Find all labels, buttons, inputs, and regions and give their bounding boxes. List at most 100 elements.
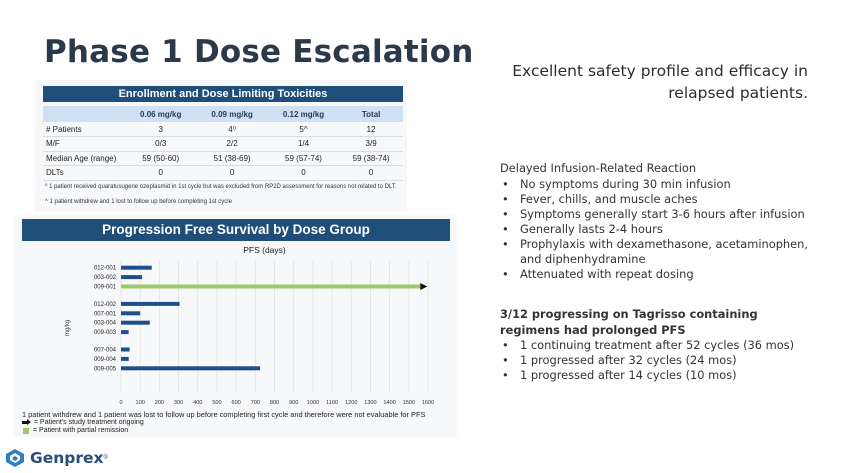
logo-text: Genprex xyxy=(30,449,104,467)
pfs-bar xyxy=(121,347,130,352)
table-cell: 0 xyxy=(267,165,340,181)
tagrisso-section: 3/12 progressing on Tagrisso containing … xyxy=(500,306,810,383)
enrollment-footnote: ^ 1 patient withdrew and 1 lost to follo… xyxy=(45,199,232,205)
table-cell: 4⁰ xyxy=(196,122,268,137)
x-tick-label: 600 xyxy=(231,400,240,406)
row-label: Median Age (range) xyxy=(43,151,125,166)
patient-label: 009-005 xyxy=(94,366,117,372)
patient-label: 003-004 xyxy=(94,321,117,327)
enrollment-header-row: 0.06 mg/kg 0.09 mg/kg 0.12 mg/kg Total xyxy=(43,106,403,122)
patient-label: 009-003 xyxy=(94,330,117,336)
patient-label: 007-004 xyxy=(94,348,117,354)
row-label: # Patients xyxy=(43,122,125,137)
pfs-bar xyxy=(121,275,143,280)
table-cell: 59 (38-74) xyxy=(339,151,403,166)
x-tick-label: 900 xyxy=(289,400,298,406)
x-tick-label: 800 xyxy=(270,400,279,406)
page-title: Phase 1 Dose Escalation xyxy=(44,34,474,70)
list-item: Fever, chills, and muscle aches xyxy=(500,192,820,207)
table-row: M/F 0/3 2/2 1/4 3/9 xyxy=(43,136,403,152)
x-tick-label: 0 xyxy=(119,400,122,406)
enrollment-table: 0.06 mg/kg 0.09 mg/kg 0.12 mg/kg Total #… xyxy=(43,106,403,181)
tagrisso-list: 1 continuing treatment after 52 cycles (… xyxy=(500,338,810,383)
pfs-bar xyxy=(121,320,150,325)
table-cell: 0 xyxy=(125,165,197,181)
x-tick-label: 700 xyxy=(251,400,260,406)
table-row: DLTs 0 0 0 0 xyxy=(43,165,403,181)
reaction-list: No symptoms during 30 min infusion Fever… xyxy=(500,177,820,282)
reaction-section: Delayed Infusion-Related Reaction No sym… xyxy=(500,160,820,282)
table-cell: 3/9 xyxy=(339,136,403,152)
list-item: 1 continuing treatment after 52 cycles (… xyxy=(500,338,810,353)
column-header xyxy=(43,106,125,122)
x-tick-label: 1000 xyxy=(307,400,319,406)
x-tick-label: 100 xyxy=(136,400,145,406)
genprex-logo-icon xyxy=(6,449,24,467)
legend-partial: = Patient with partial remission xyxy=(22,427,128,434)
table-cell: 2/2 xyxy=(196,136,268,152)
chart-title: PFS (days) xyxy=(243,245,286,255)
arrow-right-icon xyxy=(22,419,31,426)
enrollment-header: Enrollment and Dose Limiting Toxicities xyxy=(43,86,403,102)
list-item: No symptoms during 30 min infusion xyxy=(500,177,820,192)
list-item: 1 progressed after 32 cycles (24 mos) xyxy=(500,353,810,368)
pfs-bar xyxy=(121,284,421,289)
x-tick-label: 500 xyxy=(212,400,221,406)
table-cell: 59 (57-74) xyxy=(267,151,340,166)
table-cell: 0 xyxy=(196,165,268,181)
column-header: 0.12 mg/kg xyxy=(267,106,340,122)
row-label: M/F xyxy=(43,136,125,152)
pfs-bar xyxy=(121,330,129,335)
pfs-bar xyxy=(121,356,129,361)
x-tick-label: 1200 xyxy=(345,400,357,406)
pfs-header: Progression Free Survival by Dose Group xyxy=(22,219,450,241)
x-tick-label: 1100 xyxy=(326,400,338,406)
legend-ongoing: = Patient's study treatment ongoing xyxy=(22,419,144,426)
patient-label: 009-001 xyxy=(94,285,117,291)
table-cell: 59 (50-60) xyxy=(125,151,197,166)
tagline: Excellent safety profile and efficacy in… xyxy=(512,62,808,102)
arrow-right-icon xyxy=(420,283,428,290)
list-item: Attenuated with repeat dosing xyxy=(500,267,820,282)
column-header: 0.09 mg/kg xyxy=(196,106,268,122)
x-tick-label: 1500 xyxy=(403,400,415,406)
y-axis-label: mg/kg xyxy=(65,320,71,336)
x-tick-label: 1400 xyxy=(383,400,395,406)
logo-trademark: ® xyxy=(103,455,108,461)
column-header: 0.06 mg/kg xyxy=(125,106,197,122)
legend-ongoing-label: = Patient's study treatment ongoing xyxy=(34,419,144,426)
list-item: Prophylaxis with dexamethasone, acetamin… xyxy=(500,237,820,267)
list-item: Symptoms generally start 3-6 hours after… xyxy=(500,207,820,222)
pfs-note: 1 patient withdrew and 1 patient was los… xyxy=(22,410,426,419)
row-label: DLTs xyxy=(43,165,125,181)
patient-label: 009-004 xyxy=(94,357,117,363)
table-cell: 3 xyxy=(125,122,197,137)
x-tick-label: 1600 xyxy=(422,400,434,406)
pfs-chart: PFS (days) 0 100 200 300 400 500 600 700 800 900 10… xyxy=(65,245,434,406)
pfs-card: Progression Free Survival by Dose Group … xyxy=(14,215,457,437)
list-item: 1 progressed after 14 cycles (10 mos) xyxy=(500,368,810,383)
enrollment-footnote: ⁰ 1 patient received quaratusugene ozepl… xyxy=(45,184,397,190)
column-header: Total xyxy=(339,106,403,122)
x-tick-label: 200 xyxy=(155,400,164,406)
legend-partial-label: = Patient with partial remission xyxy=(33,427,129,434)
patient-label: 012-002 xyxy=(94,302,117,308)
table-cell: 0/3 xyxy=(125,136,197,152)
table-row: Median Age (range) 59 (50-60) 51 (38-69)… xyxy=(43,151,403,166)
genprex-logo: Genprex ® xyxy=(4,448,108,468)
table-cell: 51 (38-69) xyxy=(196,151,268,166)
pfs-bar xyxy=(121,265,152,270)
enrollment-card: Enrollment and Dose Limiting Toxicities … xyxy=(35,80,407,212)
pfs-bar xyxy=(121,366,261,371)
x-tick-label: 1300 xyxy=(364,400,376,406)
patient-label: 012-001 xyxy=(94,266,117,272)
table-row: # Patients 3 4⁰ 5^ 12 xyxy=(43,122,403,137)
tagrisso-heading: 3/12 progressing on Tagrisso containing … xyxy=(500,307,758,337)
x-tick-label: 400 xyxy=(193,400,202,406)
patient-label: 007-001 xyxy=(94,311,117,317)
patient-label: 003-002 xyxy=(94,275,117,281)
list-item: Generally lasts 2-4 hours xyxy=(500,222,820,237)
x-tick-label: 300 xyxy=(174,400,183,406)
table-cell: 12 xyxy=(339,122,403,137)
legend-swatch xyxy=(23,427,29,434)
